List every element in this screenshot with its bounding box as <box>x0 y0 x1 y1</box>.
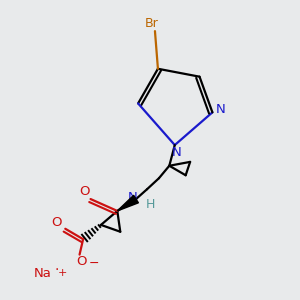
Text: N: N <box>171 146 181 159</box>
Text: H: H <box>146 198 155 211</box>
Text: O: O <box>77 255 87 268</box>
Text: O: O <box>52 216 62 229</box>
Text: N: N <box>128 191 138 204</box>
Text: ·: · <box>54 263 58 278</box>
Text: O: O <box>80 185 90 198</box>
Text: −: − <box>88 257 99 270</box>
Text: +: + <box>58 268 67 278</box>
Text: Br: Br <box>145 17 159 30</box>
Polygon shape <box>117 195 138 211</box>
Text: Na: Na <box>34 267 52 280</box>
Text: N: N <box>216 103 226 116</box>
